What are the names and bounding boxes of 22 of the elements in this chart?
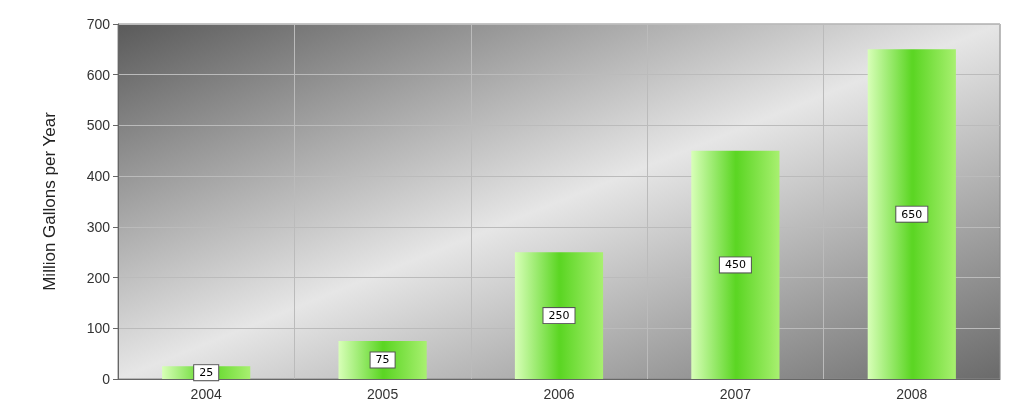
y-tick-label: 300 <box>86 218 111 235</box>
y-tick-label: 600 <box>86 66 111 83</box>
bar <box>514 252 604 379</box>
y-tick-label: 200 <box>86 269 111 286</box>
data-label: 650 <box>901 207 923 221</box>
x-tick-label: 2008 <box>896 386 928 402</box>
x-tick-label: 2004 <box>190 386 222 402</box>
x-tick-label: 2007 <box>719 386 752 402</box>
y-tick-label: 0 <box>102 371 111 387</box>
y-tick-label: 500 <box>86 117 111 134</box>
data-label: 250 <box>548 309 570 323</box>
data-label: 75 <box>375 353 390 367</box>
x-tick-label: 2006 <box>543 386 575 402</box>
data-label: 25 <box>199 366 214 380</box>
y-tick-label: 700 <box>86 16 111 32</box>
y-tick-label: 400 <box>86 168 111 185</box>
bar <box>867 49 956 379</box>
bar <box>691 150 780 379</box>
x-tick-label: 2005 <box>367 386 399 402</box>
y-tick-label: 100 <box>86 320 111 337</box>
y-axis-title: Million Gallons per Year <box>40 111 59 291</box>
data-label: 450 <box>724 258 746 272</box>
